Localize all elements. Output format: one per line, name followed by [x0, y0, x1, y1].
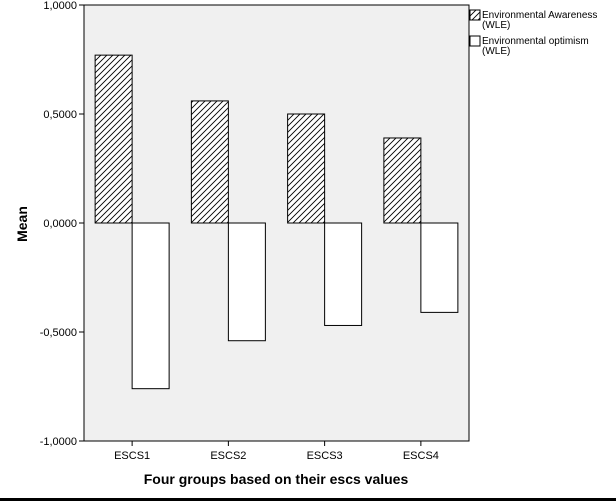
bar-escs4-series-1 — [383, 137, 422, 224]
bar-escs2-series-2 — [227, 222, 266, 342]
legend-label: Environmental Awareness — [482, 10, 597, 21]
bars-group — [94, 54, 459, 390]
legend-swatch — [469, 9, 481, 21]
y-tick-label: -1,0000 — [40, 436, 77, 448]
x-tick-label: ESCS3 — [307, 450, 343, 462]
x-axis: ESCS1 ESCS2 ESCS3 ESCS4 — [114, 441, 439, 462]
legend-label: Environmental optimism — [482, 36, 589, 47]
y-tick-label: 1,0000 — [43, 0, 77, 12]
bar-escs1-series-2 — [131, 222, 170, 390]
bar-escs2-series-1 — [190, 100, 229, 224]
legend-label: (WLE) — [482, 20, 510, 31]
y-axis-title: Mean — [14, 206, 30, 242]
y-axis: 1,0000 0,5000 0,0000 -0,5000 -1,0000 — [40, 0, 84, 448]
bar-escs3-series-1 — [287, 113, 326, 224]
y-tick-label: 0,5000 — [43, 109, 77, 121]
y-tick-label: 0,0000 — [43, 218, 77, 230]
bar-escs1-series-1 — [94, 54, 133, 224]
x-tick-label: ESCS2 — [210, 450, 246, 462]
x-tick-label: ESCS4 — [403, 450, 439, 462]
bar-escs4-series-2 — [420, 222, 459, 313]
x-tick-label: ESCS1 — [114, 450, 150, 462]
legend: Environmental Awareness(WLE)Environmenta… — [469, 9, 597, 57]
y-tick-label: -0,5000 — [40, 327, 77, 339]
x-axis-title: Four groups based on their escs values — [144, 471, 409, 487]
legend-label: (WLE) — [482, 46, 510, 57]
bar-escs3-series-2 — [324, 222, 363, 326]
bottom-border — [0, 498, 616, 501]
legend-swatch — [469, 35, 481, 47]
